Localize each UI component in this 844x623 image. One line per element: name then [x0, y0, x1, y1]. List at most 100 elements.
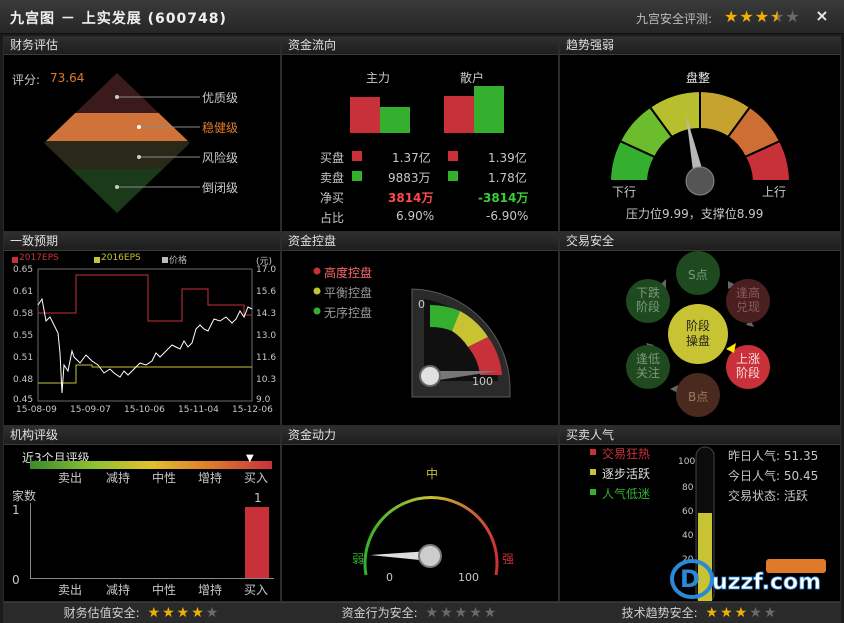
popularity-tick: 40	[682, 531, 694, 541]
control-min: 0	[418, 298, 425, 311]
legend-disorder-control: 无序控盘	[324, 306, 373, 320]
institution-panel-title: 机构评级	[4, 427, 280, 445]
trend-gauge	[608, 89, 792, 196]
legend-frenzy: 交易狂热	[602, 447, 651, 461]
y-right-tick: 13.0	[256, 331, 277, 341]
power-strong-label: 强	[502, 552, 515, 566]
power-mid-label: 中	[426, 467, 439, 481]
retail-net-value: -3814万	[478, 191, 529, 205]
technical-safety-label: 技术趋势安全:	[621, 606, 698, 620]
control-panel-title: 资金控盘	[282, 233, 558, 251]
legend-2017eps: 2017EPS	[19, 253, 59, 263]
node-take-profit: 逢高兑现	[736, 286, 761, 314]
power-max: 100	[458, 571, 479, 584]
forecast-panel: 一致预期 2017EPS 2016EPS 价格 (元) 0.65 0.61 0.…	[3, 232, 281, 426]
legend-balanced-control: 平衡控盘	[324, 286, 373, 300]
star-empty-icon: ★	[785, 7, 801, 26]
fund-power-panel-title: 资金动力	[282, 427, 558, 445]
star-icon: ★	[724, 7, 740, 26]
trade-status: 交易状态: 活跃	[728, 489, 808, 503]
valuation-safety-footer: 财务估值安全: ★★★★★	[3, 602, 281, 623]
y-right-tick: 14.3	[256, 309, 277, 319]
fund-power-panel: 资金动力 中 弱 强 0 100	[281, 426, 559, 602]
half-star-icon: ★	[770, 7, 786, 26]
net-buy-label: 净买	[320, 191, 345, 205]
legend-2016eps: 2016EPS	[101, 253, 141, 263]
x-tick: 15-12-06	[232, 405, 273, 415]
score-value: 73.64	[50, 71, 85, 85]
institution-panel: 机构评级 近3个月评级 ▼ 卖出 减持 中性 增持 买入 家数 1 0 1 卖出…	[3, 426, 281, 602]
buy-count-bar	[245, 507, 269, 578]
fund-flow-bars	[350, 86, 504, 181]
node-buy-dip: 逢低关注	[636, 352, 661, 380]
close-button[interactable]: ×	[815, 6, 829, 25]
popularity-tick: 60	[682, 507, 694, 517]
financial-panel: 财务评估 评分: 73.64 优质级 稳健级 风险级 倒闭级	[3, 36, 281, 232]
y-left-tick: 0.45	[13, 395, 34, 405]
fund-power-gauge	[363, 496, 499, 576]
retail-label: 散户	[460, 71, 485, 85]
behavior-safety-footer: 资金行为安全: ★★★★★	[281, 602, 559, 623]
main-ratio-value: 6.90%	[396, 209, 435, 223]
financial-diamond	[44, 73, 200, 213]
svg-text:D: D	[680, 565, 700, 593]
behavior-safety-stars: ★★★★★	[425, 605, 499, 621]
control-gauge	[313, 267, 511, 398]
y-right-tick: 15.6	[256, 287, 277, 297]
main-force-label: 主力	[366, 71, 391, 85]
trade-cycle-diagram	[626, 251, 770, 417]
power-min: 0	[386, 571, 393, 584]
y-tick-1: 1	[12, 503, 20, 517]
y-left-tick: 0.55	[13, 331, 34, 341]
trend-panel: 趋势强弱 盘整 下行 上行 压力位9.99，支撑位8.99	[559, 36, 841, 232]
rating-scale-bar	[30, 461, 272, 469]
x-axis	[30, 578, 274, 579]
star-icon: ★	[739, 7, 755, 26]
today-popularity: 今日人气: 50.45	[728, 469, 819, 483]
behavior-safety-label: 资金行为安全:	[341, 606, 418, 620]
title-bar: 九宫图 － 上实发展 (600748) 九宫安全评测: ★★★★★ ×	[0, 0, 844, 34]
buy-count-value: 1	[254, 491, 262, 505]
main-buy-value: 1.37亿	[392, 151, 431, 165]
star-icon: ★	[754, 7, 771, 26]
level-bankrupt: 倒闭级	[202, 181, 239, 195]
control-panel: 资金控盘 高度控盘 平衡控盘 无序控盘 0 100	[281, 232, 559, 426]
forecast-chart	[12, 257, 253, 402]
trend-up-label: 上行	[762, 185, 787, 199]
scale-buy: 买入	[244, 471, 269, 485]
y-right-tick: 9.0	[256, 395, 271, 405]
popularity-panel: 买卖人气 交易狂热 逐步活跃 人气低迷 100 80 60 40 20 昨日人气…	[559, 426, 841, 602]
level-excellent: 优质级	[202, 91, 239, 105]
technical-safety-stars: ★★★★★	[705, 605, 779, 621]
trade-safety-panel-title: 交易安全	[560, 233, 840, 251]
svg-text:uzzf.com: uzzf.com	[712, 570, 821, 595]
popularity-tick: 100	[678, 457, 696, 467]
ratio-label: 占比	[320, 211, 345, 225]
node-falling-stage: 下跌阶段	[636, 286, 661, 314]
x-tick: 15-10-06	[124, 405, 165, 415]
trade-safety-panel: 交易安全 阶段操盘 S点 逢高兑现 上涨阶段 B点 逢低关注 下跌阶段	[559, 232, 841, 426]
legend-high-control: 高度控盘	[324, 266, 373, 280]
retail-buy-value: 1.39亿	[488, 151, 527, 165]
sell-label: 卖盘	[320, 171, 345, 185]
count-axis-label: 家数	[12, 489, 37, 503]
valuation-safety-stars: ★★★★★	[147, 605, 221, 621]
scale-reduce: 减持	[106, 471, 131, 485]
y-left-tick: 0.65	[13, 265, 34, 275]
y-left-tick: 0.51	[13, 353, 34, 363]
window-title: 九宫图 － 上实发展 (600748)	[10, 11, 227, 27]
safety-rating-label: 九宫安全评测:	[636, 12, 713, 26]
retail-ratio-value: -6.90%	[486, 209, 529, 223]
legend-active: 逐步活跃	[602, 467, 651, 481]
safety-rating-stars: ★★★★★	[724, 7, 801, 26]
pressure-support-levels: 压力位9.99，支撑位8.99	[626, 207, 764, 221]
valuation-safety-label: 财务估值安全:	[63, 606, 140, 620]
x-label-reduce: 减持	[106, 583, 131, 597]
x-label-sell: 卖出	[58, 583, 83, 597]
legend-sluggish: 人气低迷	[602, 487, 651, 501]
technical-safety-footer: 技术趋势安全: ★★★★★	[559, 602, 841, 623]
retail-sell-value: 1.78亿	[488, 171, 527, 185]
fund-flow-panel: 资金流向 主力 散户 买盘 1.37亿 1.39亿 卖盘 9883万 1.78亿…	[281, 36, 559, 232]
node-s-point: S点	[688, 268, 708, 282]
score-label: 评分:	[12, 73, 41, 87]
